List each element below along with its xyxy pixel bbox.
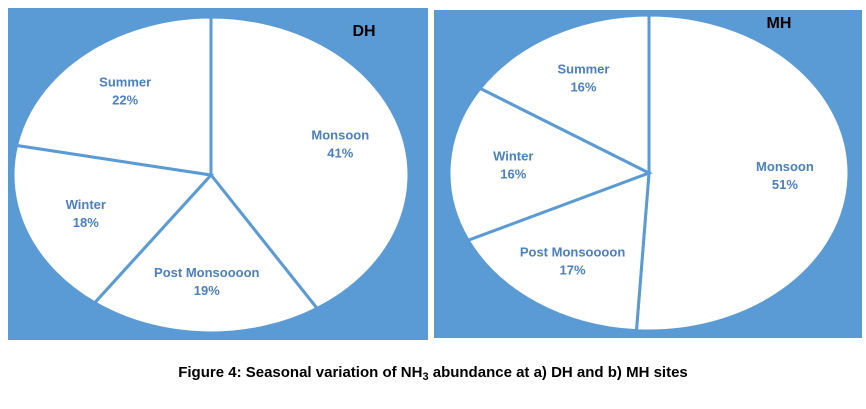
slice-value-label: 51% [772,177,798,192]
caption-text: Figure 4: Seasonal variation of NH [178,364,422,381]
caption-text: abundance at a) DH and b) MH sites [429,364,688,381]
slice-value-label: 18% [73,215,99,230]
slice-label: Winter [66,197,106,212]
slice-label: Monsoon [311,127,369,142]
pie-slice [92,172,320,335]
slice-value-label: 16% [570,79,596,94]
chart-title: DH [352,23,375,40]
caption: Figure 4: Seasonal variation of NH3 abun… [178,364,688,383]
slice-label: Post Monsoooon [154,265,259,280]
slice-label: Summer [99,75,151,90]
pie-slice [447,86,653,243]
pie-slice [11,143,214,305]
slice-value-label: 17% [560,262,586,277]
slice-label: Monsoon [756,159,814,174]
slice-value-label: 22% [112,93,138,108]
pie-slice [465,170,651,333]
slice-value-label: 19% [194,283,220,298]
slice-label: Post Monsoooon [520,244,625,259]
pie-slice [634,13,851,333]
slice-value-label: 41% [327,145,353,160]
pie-slice [477,13,651,176]
caption-subscript: 3 [422,371,428,383]
slice-label: Winter [493,149,533,164]
slice-label: Summer [557,61,609,76]
slice-value-label: 16% [500,167,526,182]
chart-title: MH [767,15,792,32]
pie-slice [14,15,213,177]
